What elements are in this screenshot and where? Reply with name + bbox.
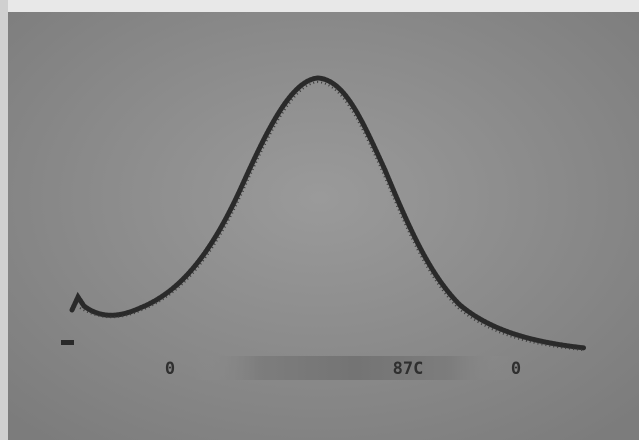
readout-left: 0	[165, 359, 175, 379]
readout-center: 87C	[393, 359, 424, 379]
trace-noise	[79, 80, 584, 351]
top-edge	[0, 0, 639, 12]
marker	[61, 340, 74, 345]
readout-band	[195, 356, 515, 380]
left-edge	[0, 0, 8, 440]
readout-right: 0	[511, 359, 521, 379]
trace	[69, 75, 588, 351]
